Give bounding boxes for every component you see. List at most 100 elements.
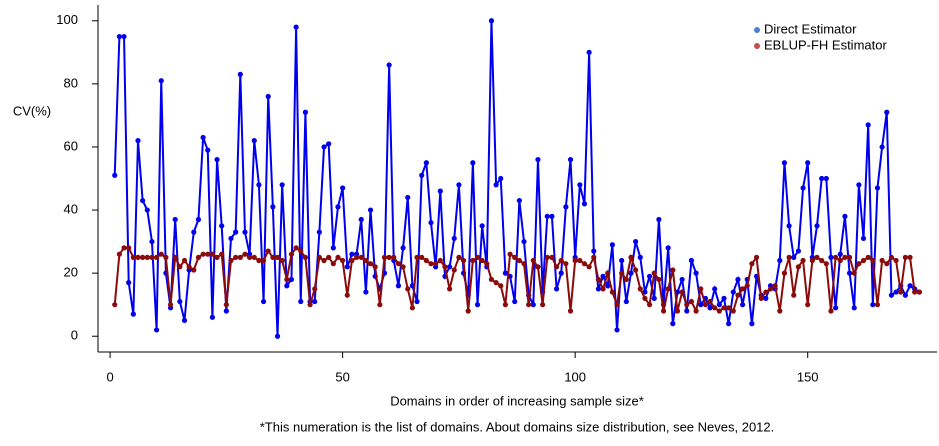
data-point (363, 257, 369, 264)
data-point (195, 216, 202, 223)
data-point (274, 333, 281, 339)
data-point (516, 197, 522, 204)
caption: *This numeration is the list of domains.… (260, 419, 775, 434)
data-point (707, 298, 713, 305)
data-point (233, 229, 239, 235)
data-point (642, 295, 648, 301)
data-point (558, 270, 564, 276)
data-point (805, 160, 811, 166)
data-point (177, 298, 183, 305)
data-point (400, 264, 406, 270)
data-point (791, 254, 797, 260)
data-point (456, 254, 462, 260)
data-point (907, 283, 913, 289)
data-point (121, 33, 127, 40)
data-point (679, 276, 685, 283)
data-point (828, 254, 834, 260)
data-point (660, 308, 667, 314)
data-point (460, 257, 467, 264)
data-point (614, 302, 620, 308)
data-point (116, 251, 122, 257)
data-point (344, 292, 350, 298)
data-point (140, 197, 146, 204)
data-point (414, 298, 420, 305)
data-point (888, 254, 895, 260)
data-point (223, 302, 229, 308)
data-point (651, 270, 657, 276)
data-point (260, 298, 267, 305)
data-point (623, 298, 629, 305)
data-point (112, 302, 118, 308)
data-point (428, 220, 434, 226)
data-point (837, 257, 843, 264)
data-point (619, 270, 625, 276)
data-point (442, 264, 448, 270)
data-point (786, 254, 792, 260)
data-point (181, 257, 188, 264)
data-point (307, 302, 313, 308)
legend-label: EBLUP-FH Estimator (764, 37, 887, 52)
y-tick-label: 100 (56, 12, 78, 27)
data-point (730, 308, 736, 314)
data-point (856, 182, 862, 188)
data-point (437, 257, 443, 264)
data-point (600, 273, 606, 279)
data-point (809, 257, 815, 264)
data-point (446, 286, 453, 292)
data-point (284, 276, 290, 283)
data-point (493, 280, 499, 286)
data-point (898, 289, 904, 295)
data-point (730, 289, 736, 295)
data-point (158, 78, 164, 84)
data-point (423, 160, 429, 166)
data-point (912, 289, 918, 295)
data-point (600, 286, 606, 292)
data-point (735, 276, 741, 283)
data-point (386, 62, 392, 68)
data-point (637, 254, 643, 260)
data-point (702, 302, 708, 308)
data-point (349, 251, 355, 257)
data-point (656, 216, 662, 223)
data-point (916, 289, 922, 295)
data-point (726, 321, 732, 327)
data-point (819, 257, 825, 264)
data-point (586, 264, 592, 270)
data-point (177, 264, 183, 270)
data-point (781, 270, 788, 276)
data-point (126, 280, 132, 286)
data-point (856, 261, 862, 267)
data-point (558, 257, 564, 264)
data-point (172, 254, 178, 260)
data-point (884, 109, 890, 115)
data-point (753, 254, 760, 260)
data-point (265, 93, 271, 100)
data-point (763, 295, 769, 301)
data-point (326, 254, 332, 260)
data-point (874, 185, 881, 191)
data-point (860, 257, 867, 264)
data-point (833, 254, 839, 260)
data-point (586, 49, 592, 55)
data-point (902, 292, 908, 298)
data-point (130, 311, 136, 317)
data-point (251, 254, 257, 260)
data-point (726, 305, 732, 311)
data-point (623, 276, 629, 283)
data-point (828, 308, 834, 314)
data-point (335, 254, 341, 260)
data-point (772, 283, 778, 289)
data-point (195, 254, 202, 260)
data-point (595, 276, 602, 283)
data-point (316, 254, 322, 260)
data-point (446, 264, 453, 270)
data-point (437, 188, 443, 194)
data-point (563, 204, 569, 210)
data-point (316, 229, 322, 235)
data-point (260, 257, 267, 264)
data-point (479, 223, 485, 229)
data-point (823, 175, 829, 182)
data-point (670, 267, 676, 273)
data-point (688, 257, 695, 264)
